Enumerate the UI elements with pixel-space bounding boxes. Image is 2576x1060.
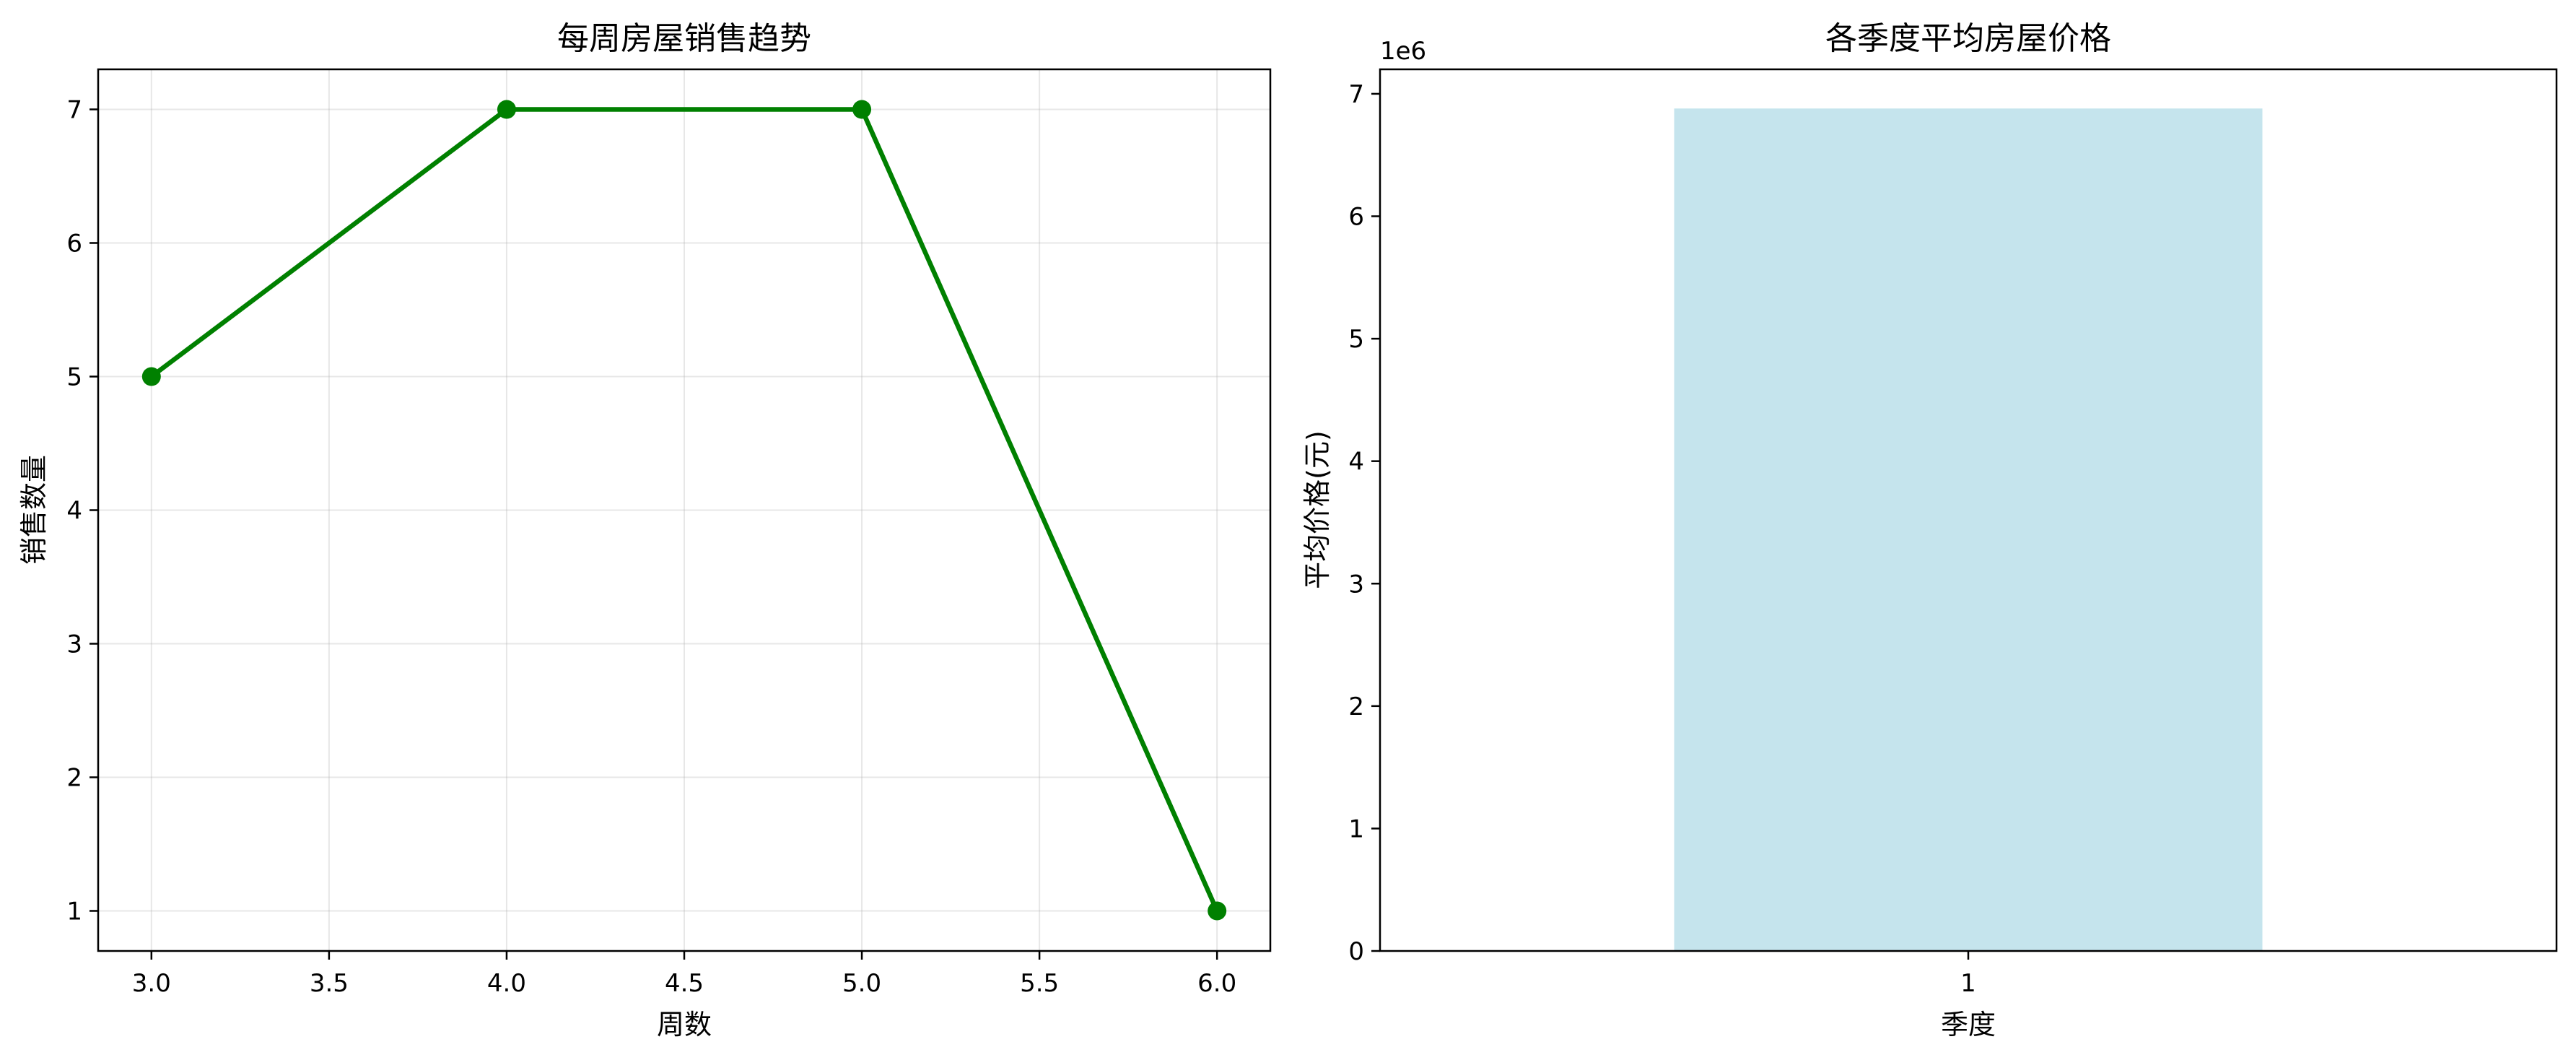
x-tick-label: 5.0 bbox=[842, 969, 881, 998]
y-axis-label: 平均价格(元) bbox=[1301, 430, 1333, 589]
data-point bbox=[141, 367, 161, 386]
x-tick-label: 4.5 bbox=[665, 969, 704, 998]
y-tick-label: 7 bbox=[66, 96, 82, 125]
y-tick-label: 5 bbox=[66, 363, 82, 392]
y-tick-label: 3 bbox=[1348, 570, 1364, 599]
bars bbox=[1674, 108, 2263, 952]
bar-chart: 各季度平均房屋价格 1e6 1 0 1 2 3 4 5 6 7 季度 平均价格(元) bbox=[1301, 20, 2558, 1041]
x-tick-label: 4.0 bbox=[487, 969, 526, 998]
data-point bbox=[852, 100, 872, 119]
series-line bbox=[149, 107, 1220, 913]
chart-title: 各季度平均房屋价格 bbox=[1825, 20, 2111, 57]
x-tick-label: 5.5 bbox=[1020, 969, 1059, 998]
y-tick-label: 5 bbox=[1348, 325, 1364, 354]
y-tick-label: 2 bbox=[1348, 692, 1364, 721]
y-tick-label: 0 bbox=[1348, 937, 1364, 966]
y-tick-label: 6 bbox=[66, 230, 82, 259]
y-tick-label: 3 bbox=[66, 630, 82, 659]
grid-lines bbox=[98, 69, 1270, 951]
series-polyline bbox=[149, 107, 1220, 913]
y-tick-label: 1 bbox=[66, 898, 82, 926]
y-tick-label: 4 bbox=[1348, 448, 1364, 477]
x-tick-label: 3.0 bbox=[132, 969, 171, 998]
axis-ticks: 3.0 3.5 4.0 4.5 5.0 5.5 6.0 1 2 3 4 5 6 7 bbox=[66, 96, 1236, 999]
y-tick-label: 1 bbox=[1348, 814, 1364, 843]
y-tick-label: 7 bbox=[1348, 80, 1364, 109]
axis-ticks: 1 0 1 2 3 4 5 6 7 bbox=[1348, 80, 1975, 998]
chart-title: 每周房屋销售趋势 bbox=[557, 20, 811, 57]
y-tick-label: 6 bbox=[1348, 203, 1364, 232]
x-tick-label: 3.5 bbox=[310, 969, 349, 998]
x-axis-label: 周数 bbox=[657, 1009, 712, 1041]
x-tick-label: 6.0 bbox=[1197, 969, 1236, 998]
series-points bbox=[141, 100, 1227, 921]
x-tick-label: 1 bbox=[1960, 969, 1976, 998]
y-axis-label: 销售数量 bbox=[18, 455, 50, 565]
data-point bbox=[1208, 901, 1227, 921]
line-chart: 每周房屋销售趋势 3.0 3.5 4.0 4.5 5.0 5.5 6.0 1 2 3 4 5 6 7 周数… bbox=[18, 20, 1272, 1041]
bar bbox=[1674, 108, 2263, 952]
y-tick-label: 2 bbox=[66, 764, 82, 793]
y-tick-label: 4 bbox=[66, 497, 82, 526]
data-point bbox=[497, 100, 516, 119]
x-axis-label: 季度 bbox=[1941, 1009, 1996, 1041]
y-axis-offset-label: 1e6 bbox=[1380, 37, 1426, 66]
